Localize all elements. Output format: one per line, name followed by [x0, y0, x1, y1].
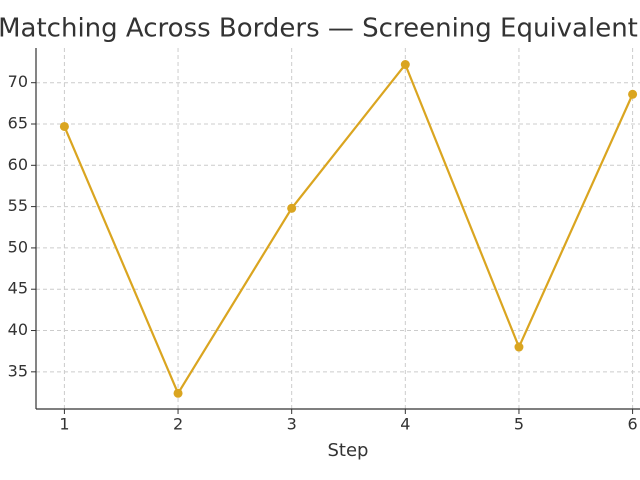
data-point [59, 121, 69, 131]
x-tick-label: 1 [59, 415, 69, 434]
data-point [514, 342, 524, 352]
y-tick-label: 45 [8, 279, 28, 298]
y-tick-label: 55 [8, 196, 28, 215]
x-tick-label: 4 [400, 415, 410, 434]
data-point [628, 89, 638, 99]
data-point [173, 388, 183, 398]
chart-title: Matching Across Borders — Screening Equi… [0, 14, 638, 44]
y-tick-label: 50 [8, 237, 28, 256]
y-tick-label: 60 [8, 155, 28, 174]
y-tick-label: 35 [8, 361, 28, 380]
data-line [63, 62, 634, 396]
y-tick-label: 70 [8, 72, 28, 91]
data-point [400, 60, 410, 70]
x-tick-label: 3 [287, 415, 297, 434]
x-axis-label: Step [328, 440, 369, 461]
y-tick-label: 40 [8, 320, 28, 339]
x-tick-label: 5 [514, 415, 524, 434]
x-tick-label: 6 [627, 415, 637, 434]
x-tick-label: 2 [173, 415, 183, 434]
y-tick-label: 65 [8, 114, 28, 133]
data-point [287, 203, 297, 213]
